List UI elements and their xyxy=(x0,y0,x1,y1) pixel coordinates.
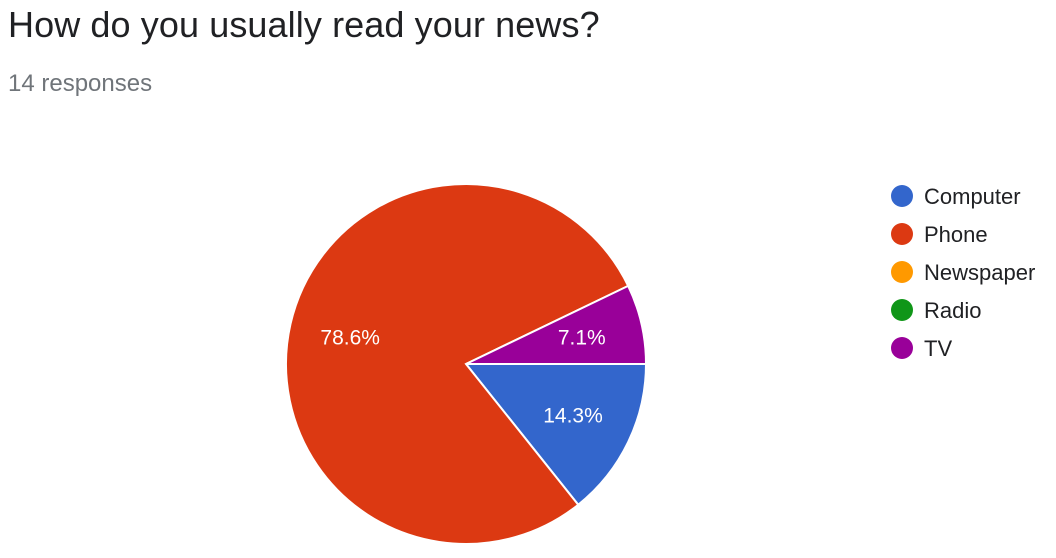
legend-label-newspaper: Newspaper xyxy=(924,260,1035,285)
pie-slice-tv[interactable] xyxy=(465,284,648,365)
legend-item-phone[interactable]: Phone xyxy=(891,222,988,247)
legend-swatch-phone xyxy=(891,223,913,245)
pie-label-phone: 78.6% xyxy=(320,327,380,350)
legend-swatch-computer xyxy=(891,185,913,207)
legend-swatch-tv xyxy=(891,337,913,359)
legend-label-phone: Phone xyxy=(924,222,988,247)
legend-item-newspaper[interactable]: Newspaper xyxy=(891,260,1035,285)
legend-item-radio[interactable]: Radio xyxy=(891,298,981,323)
legend-item-computer[interactable]: Computer xyxy=(891,184,1021,209)
pie-slice-labels: 14.3% 78.6% 7.1% xyxy=(320,327,605,428)
pie-slice-phone[interactable] xyxy=(285,183,630,546)
chart-title: How do you usually read your news? xyxy=(8,4,600,45)
legend-swatch-radio xyxy=(891,299,913,321)
legend-label-radio: Radio xyxy=(924,298,981,323)
legend-item-tv[interactable]: TV xyxy=(891,336,952,361)
legend: Computer Phone Newspaper Radio TV xyxy=(891,184,1035,361)
pie-label-computer: 14.3% xyxy=(543,405,603,428)
legend-label-computer: Computer xyxy=(924,184,1021,209)
response-count: 14 responses xyxy=(8,70,153,97)
pie-label-tv: 7.1% xyxy=(558,327,606,350)
pie-slices xyxy=(285,183,648,546)
legend-label-tv: TV xyxy=(924,336,952,361)
legend-swatch-newspaper xyxy=(891,261,913,283)
pie-slice-computer[interactable] xyxy=(463,363,648,507)
